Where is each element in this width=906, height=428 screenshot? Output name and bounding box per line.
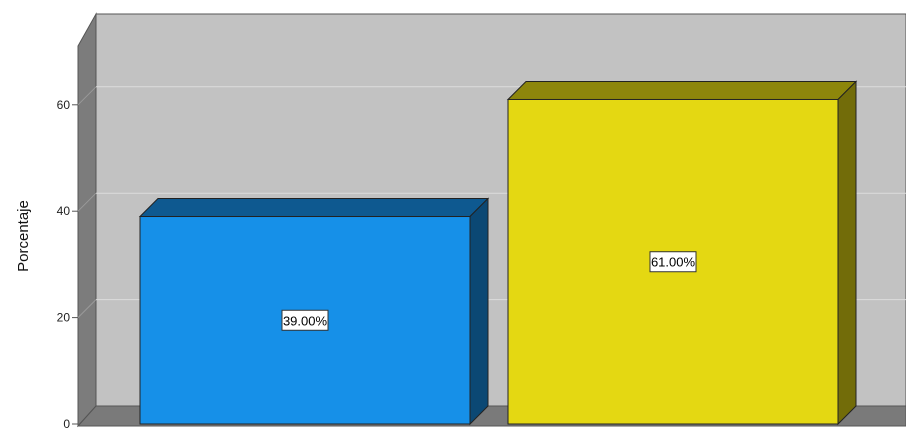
bar-2: 61.00% [506, 80, 858, 426]
left-wall [77, 12, 97, 428]
y-tick-label: 40 [57, 204, 71, 218]
bar-top-face [138, 198, 490, 218]
gridline-side [77, 299, 97, 318]
y-tick-label: 0 [63, 417, 70, 428]
y-tick-label: 20 [57, 311, 71, 325]
gridline-side [77, 86, 97, 106]
bar-side-face [837, 80, 857, 426]
y-axis-ticks: 0 20 40 60 [57, 98, 78, 428]
data-label: 39.00% [283, 313, 328, 328]
bars: 39.00% 61.00% [138, 80, 858, 426]
bar-1: 39.00% [138, 197, 490, 426]
data-label: 61.00% [651, 255, 696, 270]
gridline-side [77, 192, 97, 212]
data-label-box [649, 251, 697, 273]
data-label-box [281, 309, 329, 331]
y-tick-label: 60 [57, 98, 71, 112]
bar-side-face [469, 197, 489, 426]
y-axis-title: Porcentaje [15, 200, 32, 272]
bar-top-face [506, 80, 858, 100]
